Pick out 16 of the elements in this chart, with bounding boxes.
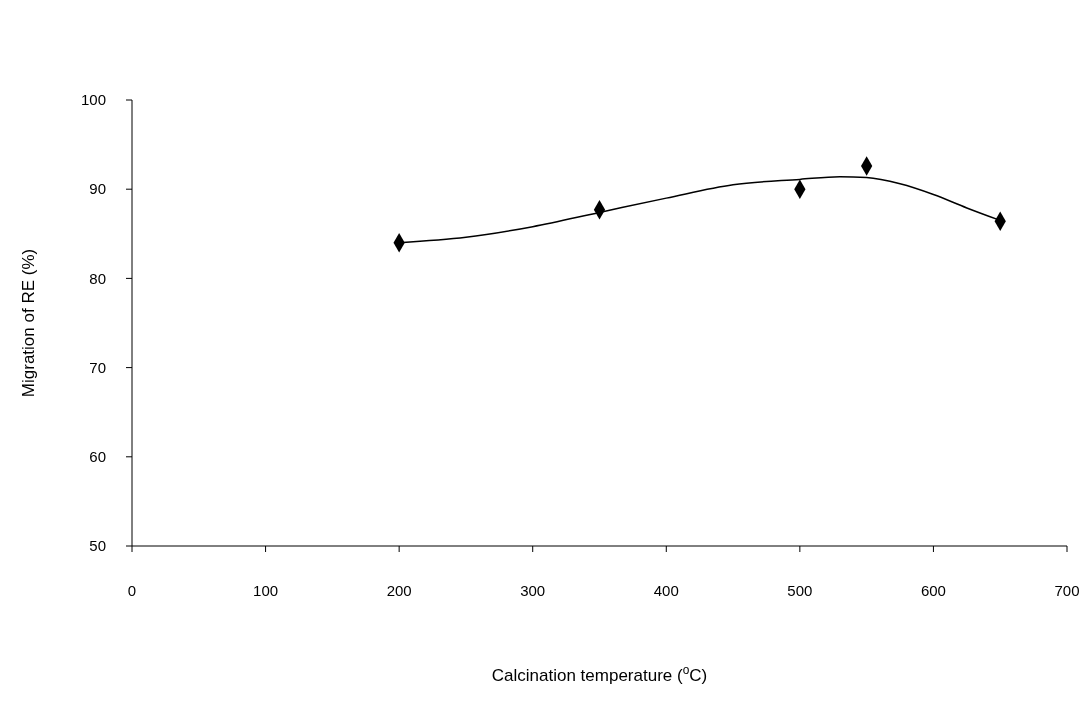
y-tick-label: 100 <box>80 91 106 109</box>
y-tick-label: 90 <box>89 180 106 198</box>
x-tick-label: 200 <box>386 582 412 599</box>
y-tick-label: 80 <box>89 269 106 287</box>
x-tick-label: 600 <box>920 582 946 599</box>
x-axis-title: Calcination temperature ($^{o}$C) <box>491 663 708 685</box>
y-tick-label: 70 <box>89 358 106 376</box>
x-tick-label: 0 <box>127 582 137 599</box>
y-tick-label: 60 <box>89 448 106 466</box>
y-axis-title: Migration of RE (%) <box>19 248 38 398</box>
x-tick-label: 400 <box>653 582 679 599</box>
x-tick-label: 300 <box>520 582 546 599</box>
y-tick-label: 50 <box>89 537 106 555</box>
x-tick-label: 500 <box>787 582 813 599</box>
x-tick-label: 100 <box>253 582 279 599</box>
x-tick-label: 700 <box>1054 582 1080 599</box>
